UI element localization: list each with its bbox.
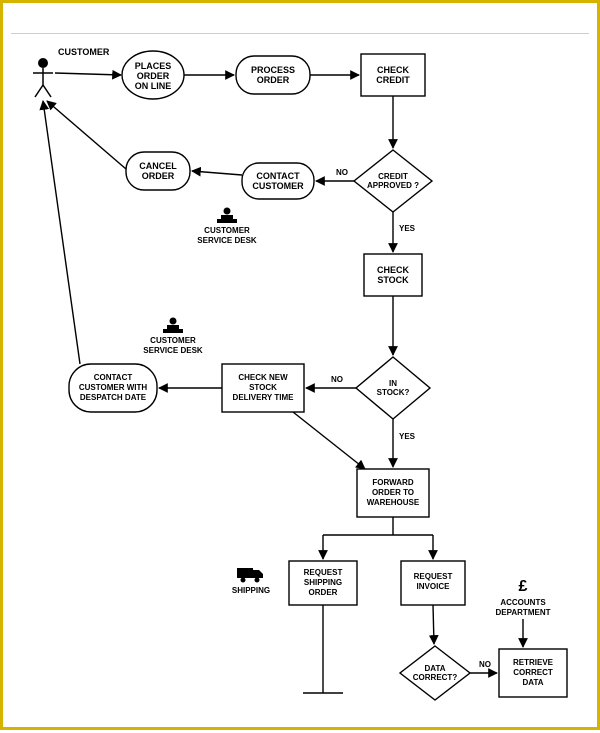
label-no-3: NO — [479, 660, 491, 669]
text-in-stock-1: IN — [389, 379, 397, 388]
text-places-order-3: ON LINE — [135, 81, 172, 91]
text-req-ship-3: ORDER — [309, 588, 338, 597]
flowchart-svg: CUSTOMER CUSTOMER SERVICE DESK CUSTOMER … — [3, 3, 600, 733]
service-desk-2-label-1: CUSTOMER — [150, 336, 196, 345]
text-check-new-1: CHECK NEW — [238, 373, 288, 382]
label-yes-2: YES — [399, 432, 416, 441]
accounts-pound-icon: £ — [519, 578, 528, 595]
service-desk-1-icon — [217, 208, 237, 224]
text-retrieve-2: CORRECT — [513, 668, 553, 677]
edge-customer-places — [55, 73, 121, 75]
text-process-order-2: ORDER — [257, 75, 290, 85]
text-check-new-3: DELIVERY TIME — [233, 393, 295, 402]
text-cancel-order-1: CANCEL — [139, 161, 177, 171]
service-desk-2-icon — [163, 318, 183, 334]
text-data-corr-2: CORRECT? — [413, 673, 458, 682]
text-contact-desp-2: CUSTOMER WITH — [79, 383, 148, 392]
text-places-order-1: PLACES — [135, 61, 172, 71]
text-req-inv-2: INVOICE — [417, 582, 451, 591]
service-desk-1-label-2: SERVICE DESK — [197, 236, 257, 245]
text-contact-desp-3: DESPATCH DATE — [80, 393, 147, 402]
text-process-order-1: PROCESS — [251, 65, 295, 75]
text-req-inv-1: REQUEST — [414, 572, 453, 581]
shipping-label: SHIPPING — [232, 586, 270, 595]
label-no-1: NO — [336, 168, 348, 177]
text-contact-cust-2: CUSTOMER — [252, 181, 304, 191]
text-check-new-2: STOCK — [249, 383, 277, 392]
text-in-stock-2: STOCK? — [377, 388, 410, 397]
text-forward-1: FORWARD — [372, 478, 413, 487]
text-contact-cust-1: CONTACT — [256, 171, 300, 181]
accounts-label-1: ACCOUNTS — [500, 598, 546, 607]
text-places-order-2: ORDER — [137, 71, 170, 81]
text-check-credit-2: CREDIT — [376, 75, 410, 85]
edge-invoice-diamond — [433, 605, 434, 644]
text-credit-appr-2: APPROVED ? — [367, 181, 419, 190]
flowchart-page: CUSTOMER CUSTOMER SERVICE DESK CUSTOMER … — [0, 0, 600, 730]
text-req-ship-1: REQUEST — [304, 568, 343, 577]
label-no-2: NO — [331, 375, 343, 384]
edge-despatch-customer — [43, 101, 80, 364]
text-check-stock-1: CHECK — [377, 265, 410, 275]
service-desk-1-label-1: CUSTOMER — [204, 226, 250, 235]
text-retrieve-1: RETRIEVE — [513, 658, 554, 667]
accounts-label-2: DEPARTMENT — [496, 608, 551, 617]
text-contact-desp-1: CONTACT — [94, 373, 133, 382]
customer-actor-icon — [33, 58, 53, 97]
edge-cancel-customer — [47, 101, 126, 169]
shipping-icon — [237, 568, 263, 583]
text-forward-2: ORDER TO — [372, 488, 414, 497]
text-data-corr-1: DATA — [424, 664, 445, 673]
customer-label: CUSTOMER — [58, 47, 110, 57]
text-check-credit-1: CHECK — [377, 65, 410, 75]
text-cancel-order-2: ORDER — [142, 171, 175, 181]
service-desk-2-label-2: SERVICE DESK — [143, 346, 203, 355]
text-retrieve-3: DATA — [522, 678, 543, 687]
text-forward-3: WAREHOUSE — [367, 498, 420, 507]
label-yes-1: YES — [399, 224, 416, 233]
text-check-stock-2: STOCK — [377, 275, 409, 285]
edge-checknew-forward — [293, 412, 365, 469]
text-credit-appr-1: CREDIT — [378, 172, 408, 181]
text-req-ship-2: SHIPPING — [304, 578, 342, 587]
edge-contact-cancel — [192, 171, 242, 175]
